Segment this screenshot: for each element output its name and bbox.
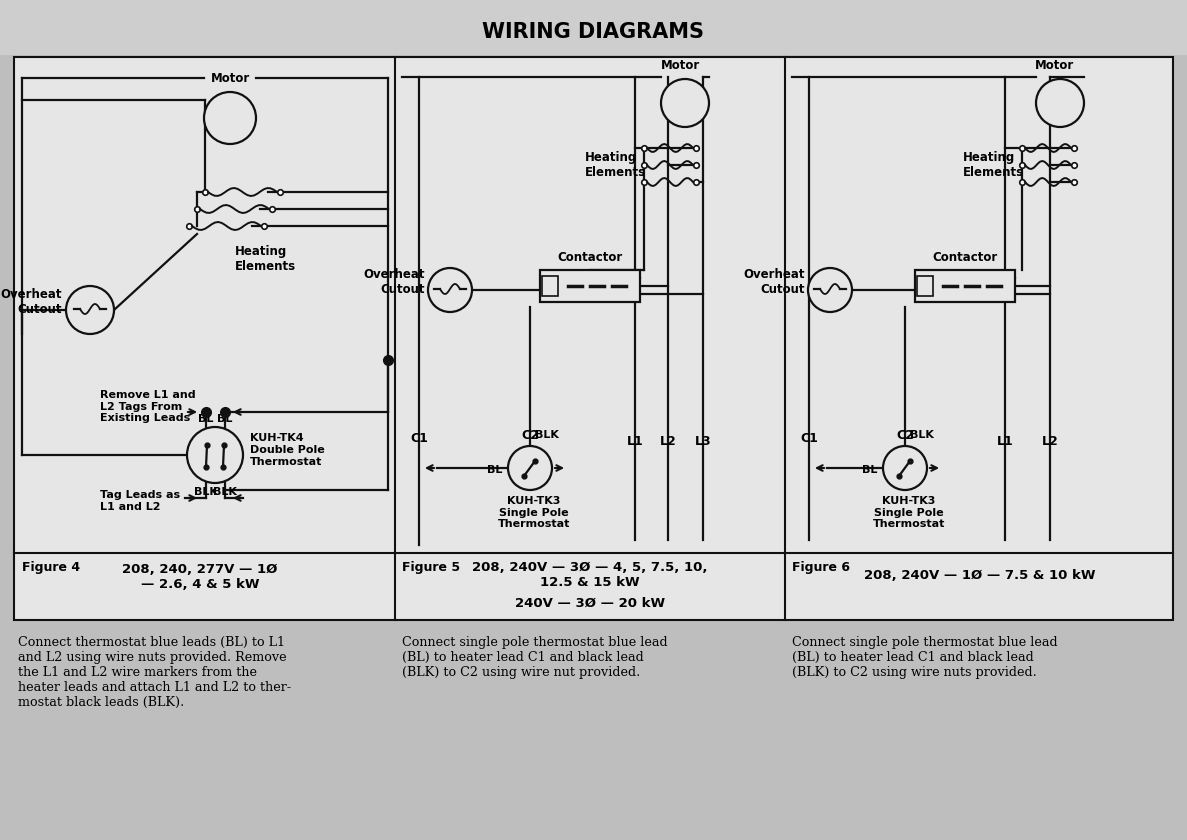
Text: BL: BL xyxy=(198,414,214,424)
Bar xyxy=(14,57,1173,620)
Text: Overheat
Cutout: Overheat Cutout xyxy=(743,268,805,296)
Circle shape xyxy=(188,427,243,483)
Text: C2: C2 xyxy=(896,429,914,442)
Text: Motor: Motor xyxy=(660,59,699,72)
Text: Figure 5: Figure 5 xyxy=(402,561,461,574)
Text: 208, 240V — 3Ø — 4, 5, 7.5, 10,
12.5 & 15 kW: 208, 240V — 3Ø — 4, 5, 7.5, 10, 12.5 & 1… xyxy=(472,561,707,589)
Circle shape xyxy=(66,286,114,334)
Text: Contactor: Contactor xyxy=(932,251,997,264)
Text: Contactor: Contactor xyxy=(558,251,623,264)
Text: Heating
Elements: Heating Elements xyxy=(585,151,646,179)
Text: Overheat
Cutout: Overheat Cutout xyxy=(363,268,425,296)
Circle shape xyxy=(429,268,472,312)
Text: Motor: Motor xyxy=(210,72,249,85)
Text: C2: C2 xyxy=(521,429,539,442)
Circle shape xyxy=(883,446,927,490)
Text: Connect thermostat blue leads (BL) to L1
and L2 using wire nuts provided. Remove: Connect thermostat blue leads (BL) to L1… xyxy=(18,636,291,709)
Circle shape xyxy=(661,79,709,127)
Text: Tag Leads as
L1 and L2: Tag Leads as L1 and L2 xyxy=(100,490,180,512)
Bar xyxy=(542,276,558,296)
Bar xyxy=(915,270,1015,302)
Bar xyxy=(918,276,933,296)
Text: BLK: BLK xyxy=(910,430,934,440)
Text: L2: L2 xyxy=(1042,435,1059,448)
Text: L1: L1 xyxy=(627,435,643,448)
Text: Remove L1 and
L2 Tags From
Existing Leads: Remove L1 and L2 Tags From Existing Lead… xyxy=(100,390,196,423)
Text: BLK: BLK xyxy=(212,487,237,497)
Text: 240V — 3Ø — 20 kW: 240V — 3Ø — 20 kW xyxy=(515,597,665,610)
Text: KUH-TK3
Single Pole
Thermostat: KUH-TK3 Single Pole Thermostat xyxy=(872,496,945,529)
Text: BL: BL xyxy=(862,465,877,475)
Text: L3: L3 xyxy=(694,435,711,448)
Text: Figure 6: Figure 6 xyxy=(792,561,850,574)
Text: 208, 240, 277V — 1Ø
— 2.6, 4 & 5 kW: 208, 240, 277V — 1Ø — 2.6, 4 & 5 kW xyxy=(122,563,278,591)
Text: Heating
Elements: Heating Elements xyxy=(963,151,1024,179)
Text: WIRING DIAGRAMS: WIRING DIAGRAMS xyxy=(482,22,704,42)
Text: BL: BL xyxy=(487,465,502,475)
Circle shape xyxy=(508,446,552,490)
Text: KUH-TK3
Single Pole
Thermostat: KUH-TK3 Single Pole Thermostat xyxy=(497,496,570,529)
Text: L1: L1 xyxy=(997,435,1014,448)
Text: Connect single pole thermostat blue lead
(BL) to heater lead C1 and black lead
(: Connect single pole thermostat blue lead… xyxy=(402,636,667,679)
Bar xyxy=(540,270,640,302)
Circle shape xyxy=(1036,79,1084,127)
Text: BLK: BLK xyxy=(535,430,559,440)
Text: BLK: BLK xyxy=(193,487,218,497)
Circle shape xyxy=(204,92,256,144)
Text: C1: C1 xyxy=(800,432,818,445)
Text: Connect single pole thermostat blue lead
(BL) to heater lead C1 and black lead
(: Connect single pole thermostat blue lead… xyxy=(792,636,1058,679)
Text: KUH-TK4
Double Pole
Thermostat: KUH-TK4 Double Pole Thermostat xyxy=(250,433,325,466)
Text: Overheat
Cutout: Overheat Cutout xyxy=(0,288,62,316)
Text: BL: BL xyxy=(217,414,233,424)
Text: 208, 240V — 1Ø — 7.5 & 10 kW: 208, 240V — 1Ø — 7.5 & 10 kW xyxy=(864,569,1096,582)
Circle shape xyxy=(808,268,852,312)
Text: Heating
Elements: Heating Elements xyxy=(235,245,296,273)
Text: L2: L2 xyxy=(660,435,677,448)
Bar xyxy=(0,0,1187,55)
Text: Motor: Motor xyxy=(1035,59,1074,72)
Text: C1: C1 xyxy=(410,432,429,445)
Text: Figure 4: Figure 4 xyxy=(23,561,81,574)
